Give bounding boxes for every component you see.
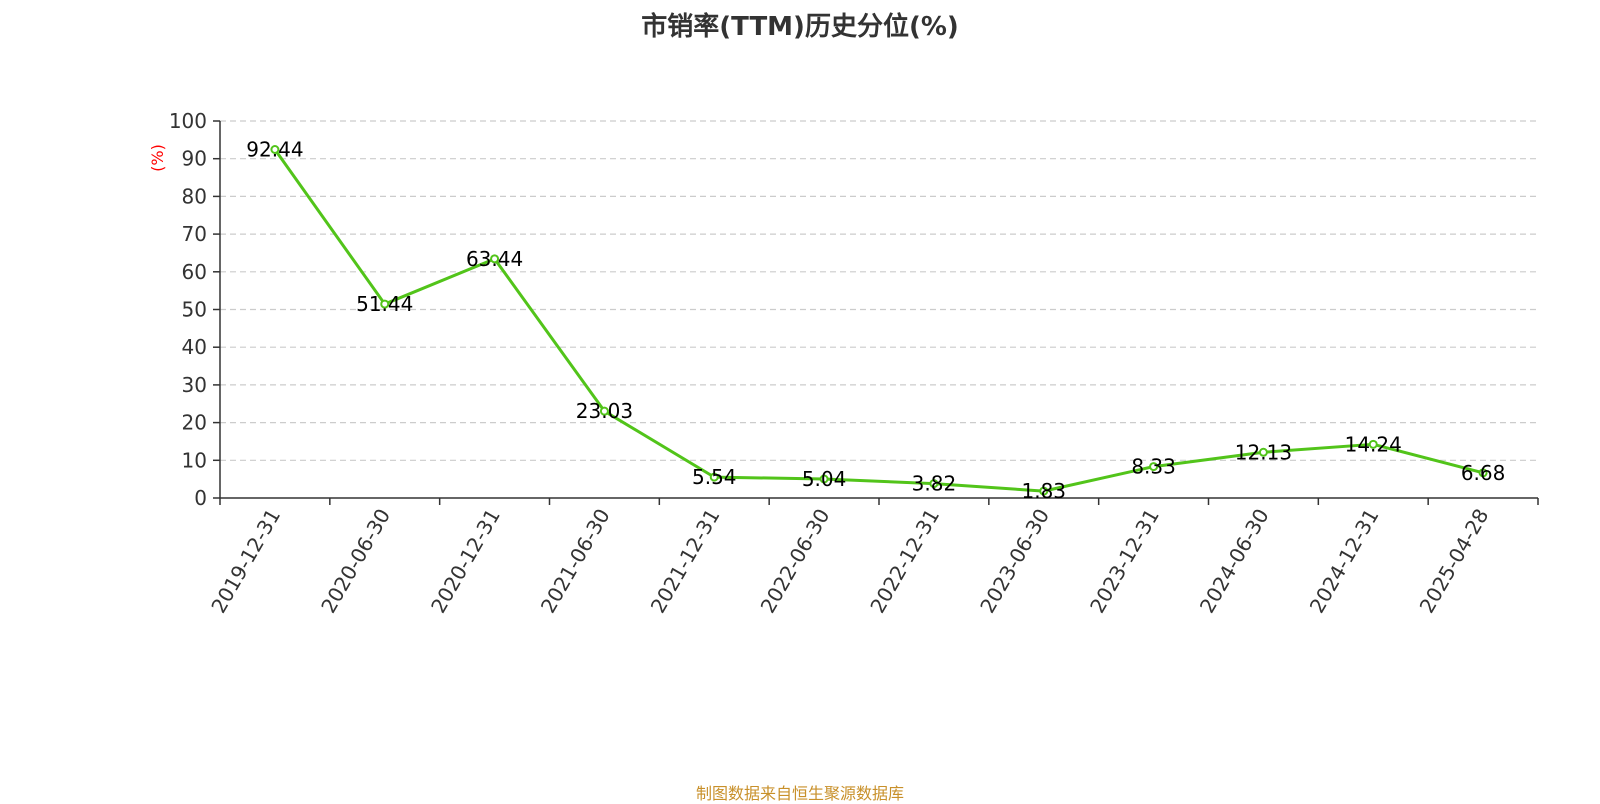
data-label: 5.04	[802, 467, 847, 491]
y-tick-label: 0	[194, 486, 207, 510]
x-tick-label: 2021-06-30	[536, 505, 615, 618]
data-point	[1478, 468, 1488, 478]
x-tick-label: 2024-06-30	[1195, 505, 1274, 618]
data-point	[380, 299, 390, 309]
x-tick-label: 2020-12-31	[426, 505, 505, 618]
y-tick-label: 30	[182, 373, 207, 397]
data-point	[929, 479, 939, 489]
y-axis-label: (%)	[148, 144, 167, 172]
series-line	[273, 148, 1484, 493]
y-tick-label: 10	[182, 448, 207, 472]
x-tick-label: 2019-12-31	[206, 505, 285, 618]
y-axis-ticks: 0 10 20 30 40 50 60 70 80 90 100	[169, 109, 220, 510]
data-point	[1039, 486, 1049, 496]
data-label: 12.13	[1235, 440, 1292, 464]
chart-title: 市销率(TTM)历史分位(%)	[641, 12, 959, 42]
y-tick-label: 80	[182, 184, 207, 208]
data-label: 5.54	[692, 465, 737, 489]
data-label: 14.24	[1345, 432, 1402, 456]
data-labels: 92.44 51.44 63.44 23.03 5.54 5.04 3.82 1.83 8.33…	[246, 138, 1505, 504]
x-tick-label: 2023-06-30	[975, 505, 1054, 618]
y-tick-label: 50	[182, 298, 207, 322]
data-points	[270, 145, 1488, 496]
x-tick-label: 2025-04-28	[1415, 505, 1494, 618]
data-point	[490, 254, 500, 264]
y-tick-label: 20	[182, 411, 207, 435]
data-point	[1368, 439, 1378, 449]
series-line-path	[273, 148, 1484, 493]
data-point	[270, 145, 280, 155]
data-label: 3.82	[912, 472, 957, 496]
data-label: 6.68	[1461, 461, 1506, 485]
y-tick-label: 40	[182, 335, 207, 359]
data-label: 1.83	[1021, 479, 1066, 503]
x-tick-label: 2023-12-31	[1085, 505, 1164, 618]
data-point	[819, 474, 829, 484]
x-tick-label: 2021-12-31	[646, 505, 725, 618]
data-label: 63.44	[466, 247, 523, 271]
data-label: 92.44	[246, 138, 303, 162]
data-label: 8.33	[1131, 455, 1176, 479]
y-tick-label: 90	[182, 147, 207, 171]
y-tick-label: 60	[182, 260, 207, 284]
x-tick-label: 2022-06-30	[756, 505, 835, 618]
x-tick-label: 2020-06-30	[316, 505, 395, 618]
x-axis-ticks: 2019-12-31 2020-06-30 2020-12-31 2021-06-30…	[206, 498, 1539, 618]
data-label: 51.44	[356, 292, 413, 316]
y-tick-label: 100	[169, 109, 207, 133]
data-label: 23.03	[576, 399, 633, 423]
data-point	[1149, 462, 1159, 472]
x-tick-label: 2024-12-31	[1305, 505, 1384, 618]
data-point	[709, 472, 719, 482]
data-point	[1258, 447, 1268, 457]
y-tick-label: 70	[182, 222, 207, 246]
source-note: 制图数据来自恒生聚源数据库	[695, 784, 904, 803]
x-tick-label: 2022-12-31	[865, 505, 944, 618]
data-point	[599, 406, 609, 416]
